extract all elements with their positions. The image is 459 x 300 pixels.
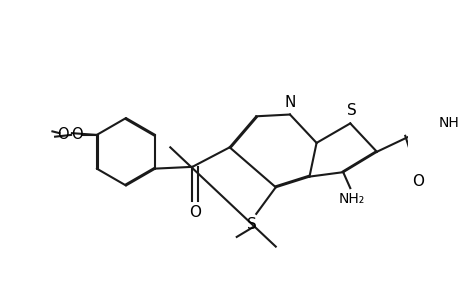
Text: S: S [347,103,356,118]
Text: NH₂: NH₂ [438,116,459,130]
Text: O: O [189,206,201,220]
Text: NH₂: NH₂ [338,192,364,206]
Text: N: N [284,94,295,110]
Text: O: O [57,127,69,142]
Text: O: O [71,128,83,142]
Text: O: O [412,174,424,189]
Text: S: S [246,217,256,232]
